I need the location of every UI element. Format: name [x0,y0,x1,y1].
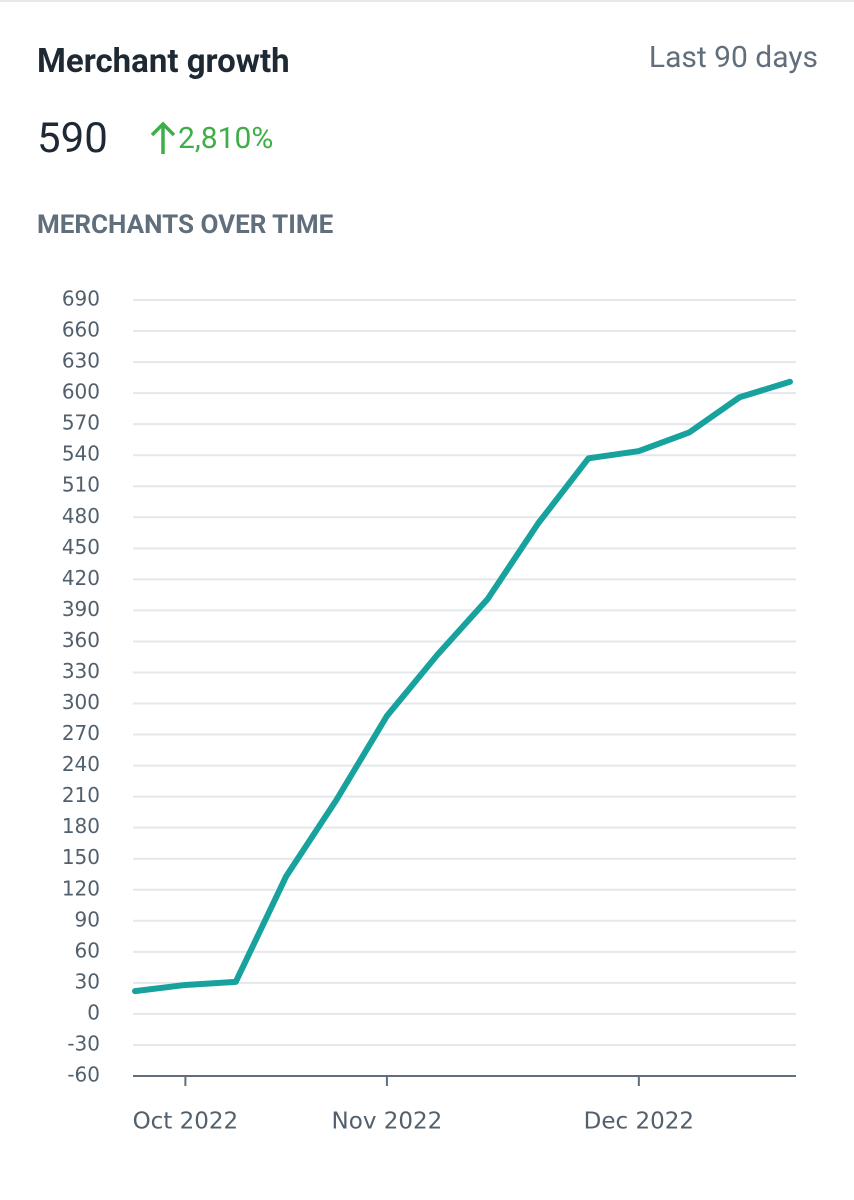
y-tick-label: 660 [62,318,100,342]
y-tick-label: -30 [67,1031,100,1055]
y-tick-label: 270 [62,721,100,745]
y-tick-label: 540 [62,442,100,466]
y-tick-label: -60 [67,1063,100,1087]
y-tick-label: 240 [62,752,100,776]
y-tick-label: 450 [62,535,100,559]
chart-title: MERCHANTS OVER TIME [37,210,334,240]
line-series [132,378,793,995]
x-tick-label: Oct 2022 [133,1109,239,1135]
y-tick-label: 690 [62,287,100,311]
change-indicator: 2,810% [148,120,273,156]
card-title: Merchant growth [37,42,290,81]
y-tick-label: 0 [87,1000,100,1024]
y-tick-label: 30 [75,969,100,993]
y-tick-label: 180 [62,814,100,838]
x-tick-label: Dec 2022 [584,1109,694,1135]
y-tick-label: 630 [62,349,100,373]
y-tick-label: 390 [62,597,100,621]
divider [0,0,854,2]
y-tick-label: 420 [62,566,100,590]
y-tick-label: 600 [62,380,100,404]
y-tick-label: 150 [62,845,100,869]
change-value: 2,810% [178,120,274,156]
y-tick-label: 570 [62,411,100,435]
y-tick-label: 120 [62,876,100,900]
y-tick-label: 210 [62,783,100,807]
y-tick-label: 480 [62,504,100,528]
y-tick-label: 510 [62,473,100,497]
y-tick-label: 300 [62,690,100,714]
total-value: 590 [37,114,108,163]
y-tick-label: 60 [75,938,100,962]
y-tick-label: 330 [62,659,100,683]
x-tick-label: Nov 2022 [332,1109,443,1135]
y-tick-label: 360 [62,628,100,652]
up-arrow [150,121,176,154]
period-selector[interactable]: Last 90 days [648,40,818,75]
y-tick-label: 90 [75,907,100,931]
